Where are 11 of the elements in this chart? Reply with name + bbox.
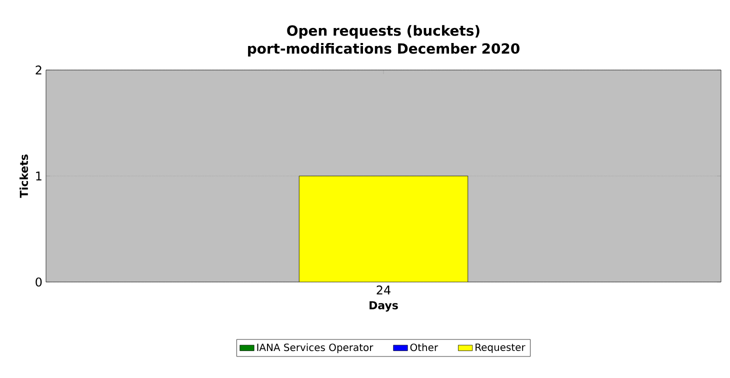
- chart-title: Open requests (buckets): [287, 25, 480, 39]
- x-tick-label: 24: [376, 286, 390, 294]
- y-tick-label: 0: [36, 277, 42, 287]
- legend-label: IANA Services Operator: [257, 343, 374, 354]
- y-tick-label: 2: [36, 66, 42, 74]
- y-tick-label: 1: [36, 172, 42, 180]
- y-axis-title: Tickets: [20, 154, 28, 198]
- x-axis-title: Days: [370, 301, 398, 312]
- chart-subtitle: port-modifications December 2020: [248, 43, 520, 57]
- legend-label: Requester: [476, 344, 526, 353]
- legend-label: Other: [410, 343, 438, 352]
